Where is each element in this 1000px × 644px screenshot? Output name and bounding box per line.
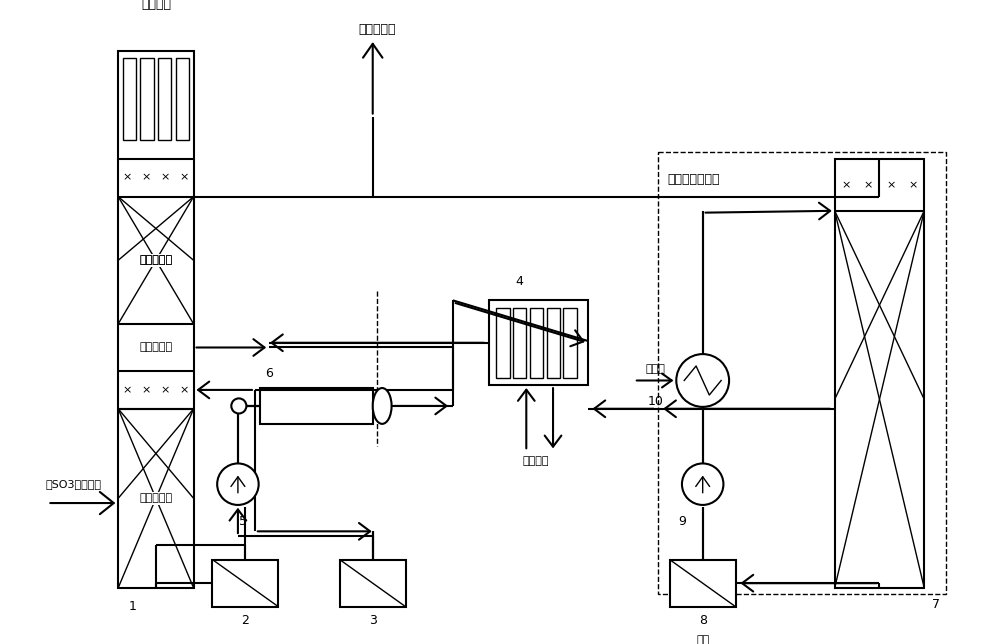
Text: ×: ×	[161, 173, 170, 183]
Text: ×: ×	[142, 385, 151, 395]
Circle shape	[231, 399, 246, 413]
Ellipse shape	[373, 388, 392, 424]
Circle shape	[676, 354, 729, 407]
Text: 1: 1	[128, 600, 136, 613]
Bar	[670, 560, 736, 607]
Text: ×: ×	[123, 385, 132, 395]
Text: 9: 9	[678, 515, 686, 529]
Text: 低压给水: 低压给水	[522, 456, 549, 466]
Bar	[176, 58, 189, 140]
Text: 低温吸收段: 低温吸收段	[139, 255, 172, 265]
Text: 气液分离段: 气液分离段	[139, 343, 172, 352]
Text: 6: 6	[265, 367, 273, 381]
Text: 工艺气体: 工艺气体	[141, 0, 171, 11]
Text: ×: ×	[142, 173, 151, 183]
Text: 低温吸收段: 低温吸收段	[139, 255, 172, 265]
Text: ×: ×	[123, 173, 132, 183]
Text: 4: 4	[515, 275, 523, 288]
Text: ×: ×	[179, 385, 189, 395]
Text: ×: ×	[179, 173, 189, 183]
Text: ×: ×	[886, 180, 895, 190]
Text: 2: 2	[242, 614, 249, 627]
Circle shape	[217, 464, 259, 505]
Text: 硫酸: 硫酸	[696, 635, 709, 644]
Text: 含SO3工艺气体: 含SO3工艺气体	[46, 479, 102, 489]
Bar	[140, 58, 154, 140]
Bar	[212, 560, 278, 607]
Bar	[260, 388, 373, 424]
Bar	[547, 308, 560, 377]
Bar	[513, 308, 526, 377]
Bar	[340, 560, 406, 607]
Bar	[489, 300, 588, 385]
Text: 低压蒸汽出: 低压蒸汽出	[359, 23, 396, 36]
Bar	[835, 159, 924, 588]
Bar	[123, 58, 136, 140]
Text: 10: 10	[648, 395, 663, 408]
Text: 7: 7	[932, 598, 940, 611]
Text: 8: 8	[699, 614, 707, 627]
Text: 3: 3	[369, 614, 377, 627]
Text: 5: 5	[239, 515, 247, 529]
Bar	[496, 308, 510, 377]
Text: 冷却水: 冷却水	[646, 364, 665, 374]
Bar	[158, 58, 171, 140]
Bar	[658, 153, 946, 594]
Text: ×: ×	[841, 180, 851, 190]
Bar	[530, 308, 543, 377]
Text: ×: ×	[864, 180, 873, 190]
Bar	[118, 50, 194, 588]
Text: ×: ×	[908, 180, 918, 190]
Text: 高温吸收段: 高温吸收段	[139, 493, 172, 504]
Text: 干燥或二吸系统: 干燥或二吸系统	[668, 173, 720, 186]
Circle shape	[682, 464, 723, 505]
Bar	[563, 308, 577, 377]
Text: ×: ×	[161, 385, 170, 395]
